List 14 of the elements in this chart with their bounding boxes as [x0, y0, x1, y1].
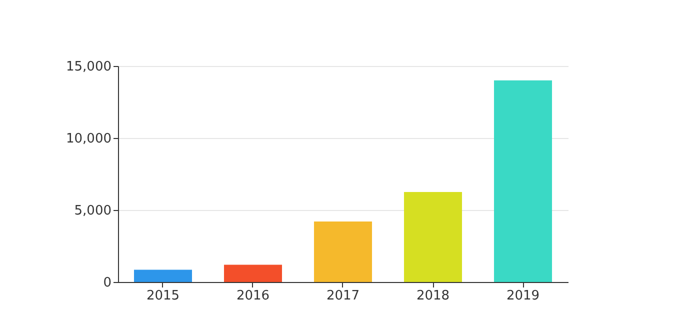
x-tick-label: 2016: [236, 288, 270, 304]
bar: [134, 270, 192, 282]
x-tick-label: 2015: [146, 288, 180, 304]
bar: [224, 264, 282, 282]
y-tick-label: 0: [103, 276, 112, 290]
x-tick-label: 2017: [326, 288, 360, 304]
y-tick-label: 10,000: [66, 132, 112, 146]
x-tick-label: 2019: [506, 288, 540, 304]
bar: [404, 192, 462, 282]
y-tick-label: 5,000: [74, 204, 112, 218]
bar: [494, 80, 552, 282]
bar: [314, 222, 372, 282]
x-tick-label: 2018: [416, 288, 450, 304]
y-tick-label: 15,000: [66, 60, 112, 74]
